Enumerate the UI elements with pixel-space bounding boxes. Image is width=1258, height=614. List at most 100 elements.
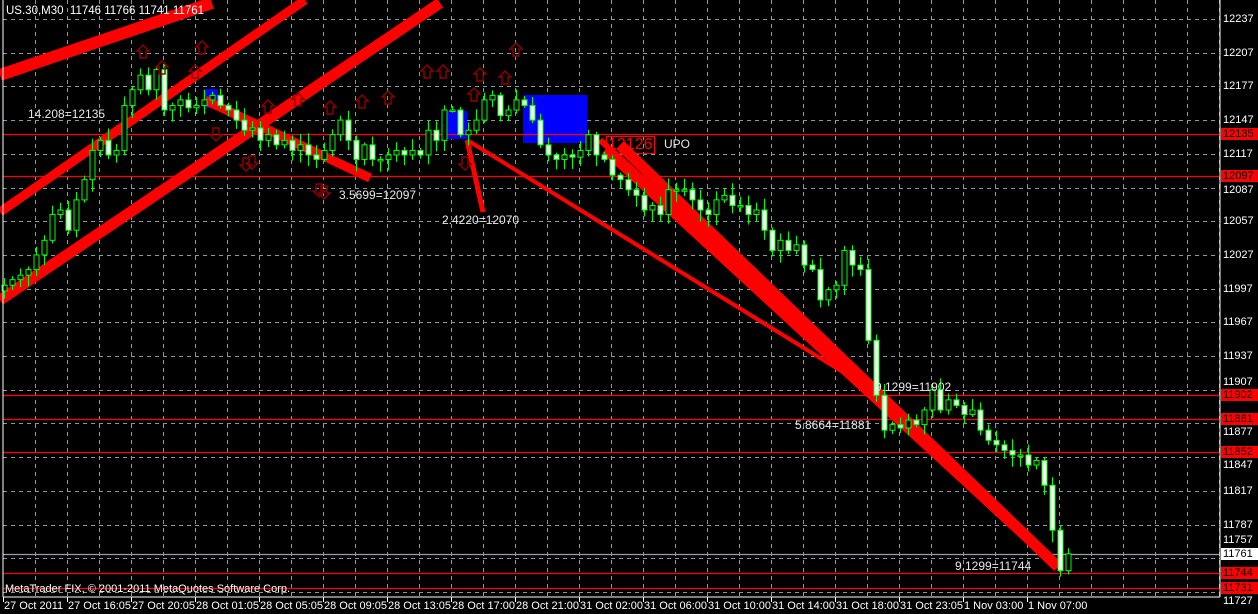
candle-body	[65, 209, 72, 231]
price-tick-label: 11877	[1223, 426, 1253, 439]
price-tick-label: 12087	[1223, 183, 1254, 196]
candle-body	[569, 154, 576, 158]
candle	[761, 198, 768, 240]
candle-body	[929, 389, 936, 411]
candle	[705, 202, 712, 227]
candle	[633, 182, 640, 207]
candle-body	[1009, 449, 1016, 456]
up-arrow-icon	[472, 66, 488, 82]
candle	[625, 172, 632, 196]
candle	[969, 399, 976, 418]
candle-body	[361, 144, 368, 160]
down-arrow-icon	[244, 155, 260, 171]
annotation-label: 14.208=12135	[28, 107, 106, 121]
candle-body	[97, 139, 104, 151]
candle	[401, 146, 408, 166]
time-tick-label: 31 Oct 18:00	[836, 600, 899, 612]
candle	[353, 135, 360, 172]
time-tick-label: 27 Oct 2011	[4, 600, 64, 612]
candle-body	[697, 199, 704, 211]
candle-body	[193, 105, 200, 109]
candle	[745, 195, 752, 225]
candle	[249, 121, 256, 138]
candle	[593, 131, 600, 167]
candle	[57, 202, 64, 220]
candle-body	[273, 134, 280, 146]
candle-body	[537, 119, 544, 146]
price-tick-label: 12177	[1223, 80, 1254, 93]
candle	[657, 196, 664, 222]
candle	[489, 90, 496, 108]
candle-body	[1, 284, 8, 292]
level-price-label: 12097	[1221, 170, 1258, 183]
candle-body	[857, 264, 864, 271]
price-tick-label: 11817	[1223, 484, 1253, 497]
candle-body	[897, 424, 904, 429]
candle	[329, 129, 336, 157]
time-tick-label: 27 Oct 16:05	[68, 600, 131, 612]
candle	[841, 245, 848, 296]
candle	[985, 424, 992, 445]
candle-body	[185, 99, 192, 109]
candle-body	[393, 149, 400, 156]
candle	[465, 122, 472, 146]
candle	[457, 106, 464, 138]
candle	[521, 95, 528, 108]
candle	[721, 188, 728, 203]
level-price-label: 11902	[1221, 389, 1258, 402]
price-tick-label: 12147	[1223, 114, 1254, 127]
candle-body	[561, 154, 568, 160]
candle-body	[465, 129, 472, 136]
candle	[785, 231, 792, 255]
down-arrow-icon	[208, 127, 224, 143]
trend-band	[0, 0, 444, 305]
candle-body	[689, 189, 696, 201]
candle	[153, 65, 160, 100]
candle-body	[737, 205, 744, 208]
signal-arrows	[135, 39, 524, 201]
candle-body	[201, 99, 208, 107]
candle-body	[297, 144, 304, 151]
down-arrow-icon	[316, 185, 332, 201]
candle-body	[865, 269, 872, 341]
candle-body	[489, 94, 496, 101]
candle-body	[41, 239, 48, 256]
candle-body	[633, 189, 640, 196]
candle-body	[177, 99, 184, 107]
candle-body	[353, 139, 360, 160]
candle-body	[529, 105, 536, 121]
annotation-label: 9.1299=11902	[875, 380, 952, 394]
candle	[929, 382, 936, 418]
time-tick-label: 31 Oct 10:00	[708, 600, 771, 612]
candle-body	[281, 139, 288, 146]
candle-body	[713, 199, 720, 215]
candle	[1009, 439, 1016, 467]
candle-body	[1033, 460, 1040, 466]
candle-body	[1001, 444, 1008, 451]
candle-body	[705, 209, 712, 215]
candle	[609, 155, 616, 181]
level-price-label: 11852	[1221, 445, 1258, 458]
candle	[801, 240, 808, 273]
candle-body	[825, 289, 832, 301]
candle-body	[129, 89, 136, 107]
candle	[241, 108, 248, 136]
candle-body	[1025, 454, 1032, 466]
candle	[417, 147, 424, 159]
ohlc-label: 11746 11766 11741 11761	[69, 5, 205, 17]
candle	[201, 89, 208, 115]
candle-body	[985, 429, 992, 441]
candle	[849, 245, 856, 277]
candle	[777, 233, 784, 263]
candle-body	[225, 105, 232, 111]
candle	[905, 413, 912, 436]
up-arrow-icon	[380, 89, 396, 105]
candle	[321, 142, 328, 162]
candle	[137, 68, 144, 95]
time-tick-label: 31 Oct 14:00	[772, 600, 835, 612]
candle-body	[801, 244, 808, 266]
candle	[825, 287, 832, 307]
candle-body	[369, 144, 376, 160]
